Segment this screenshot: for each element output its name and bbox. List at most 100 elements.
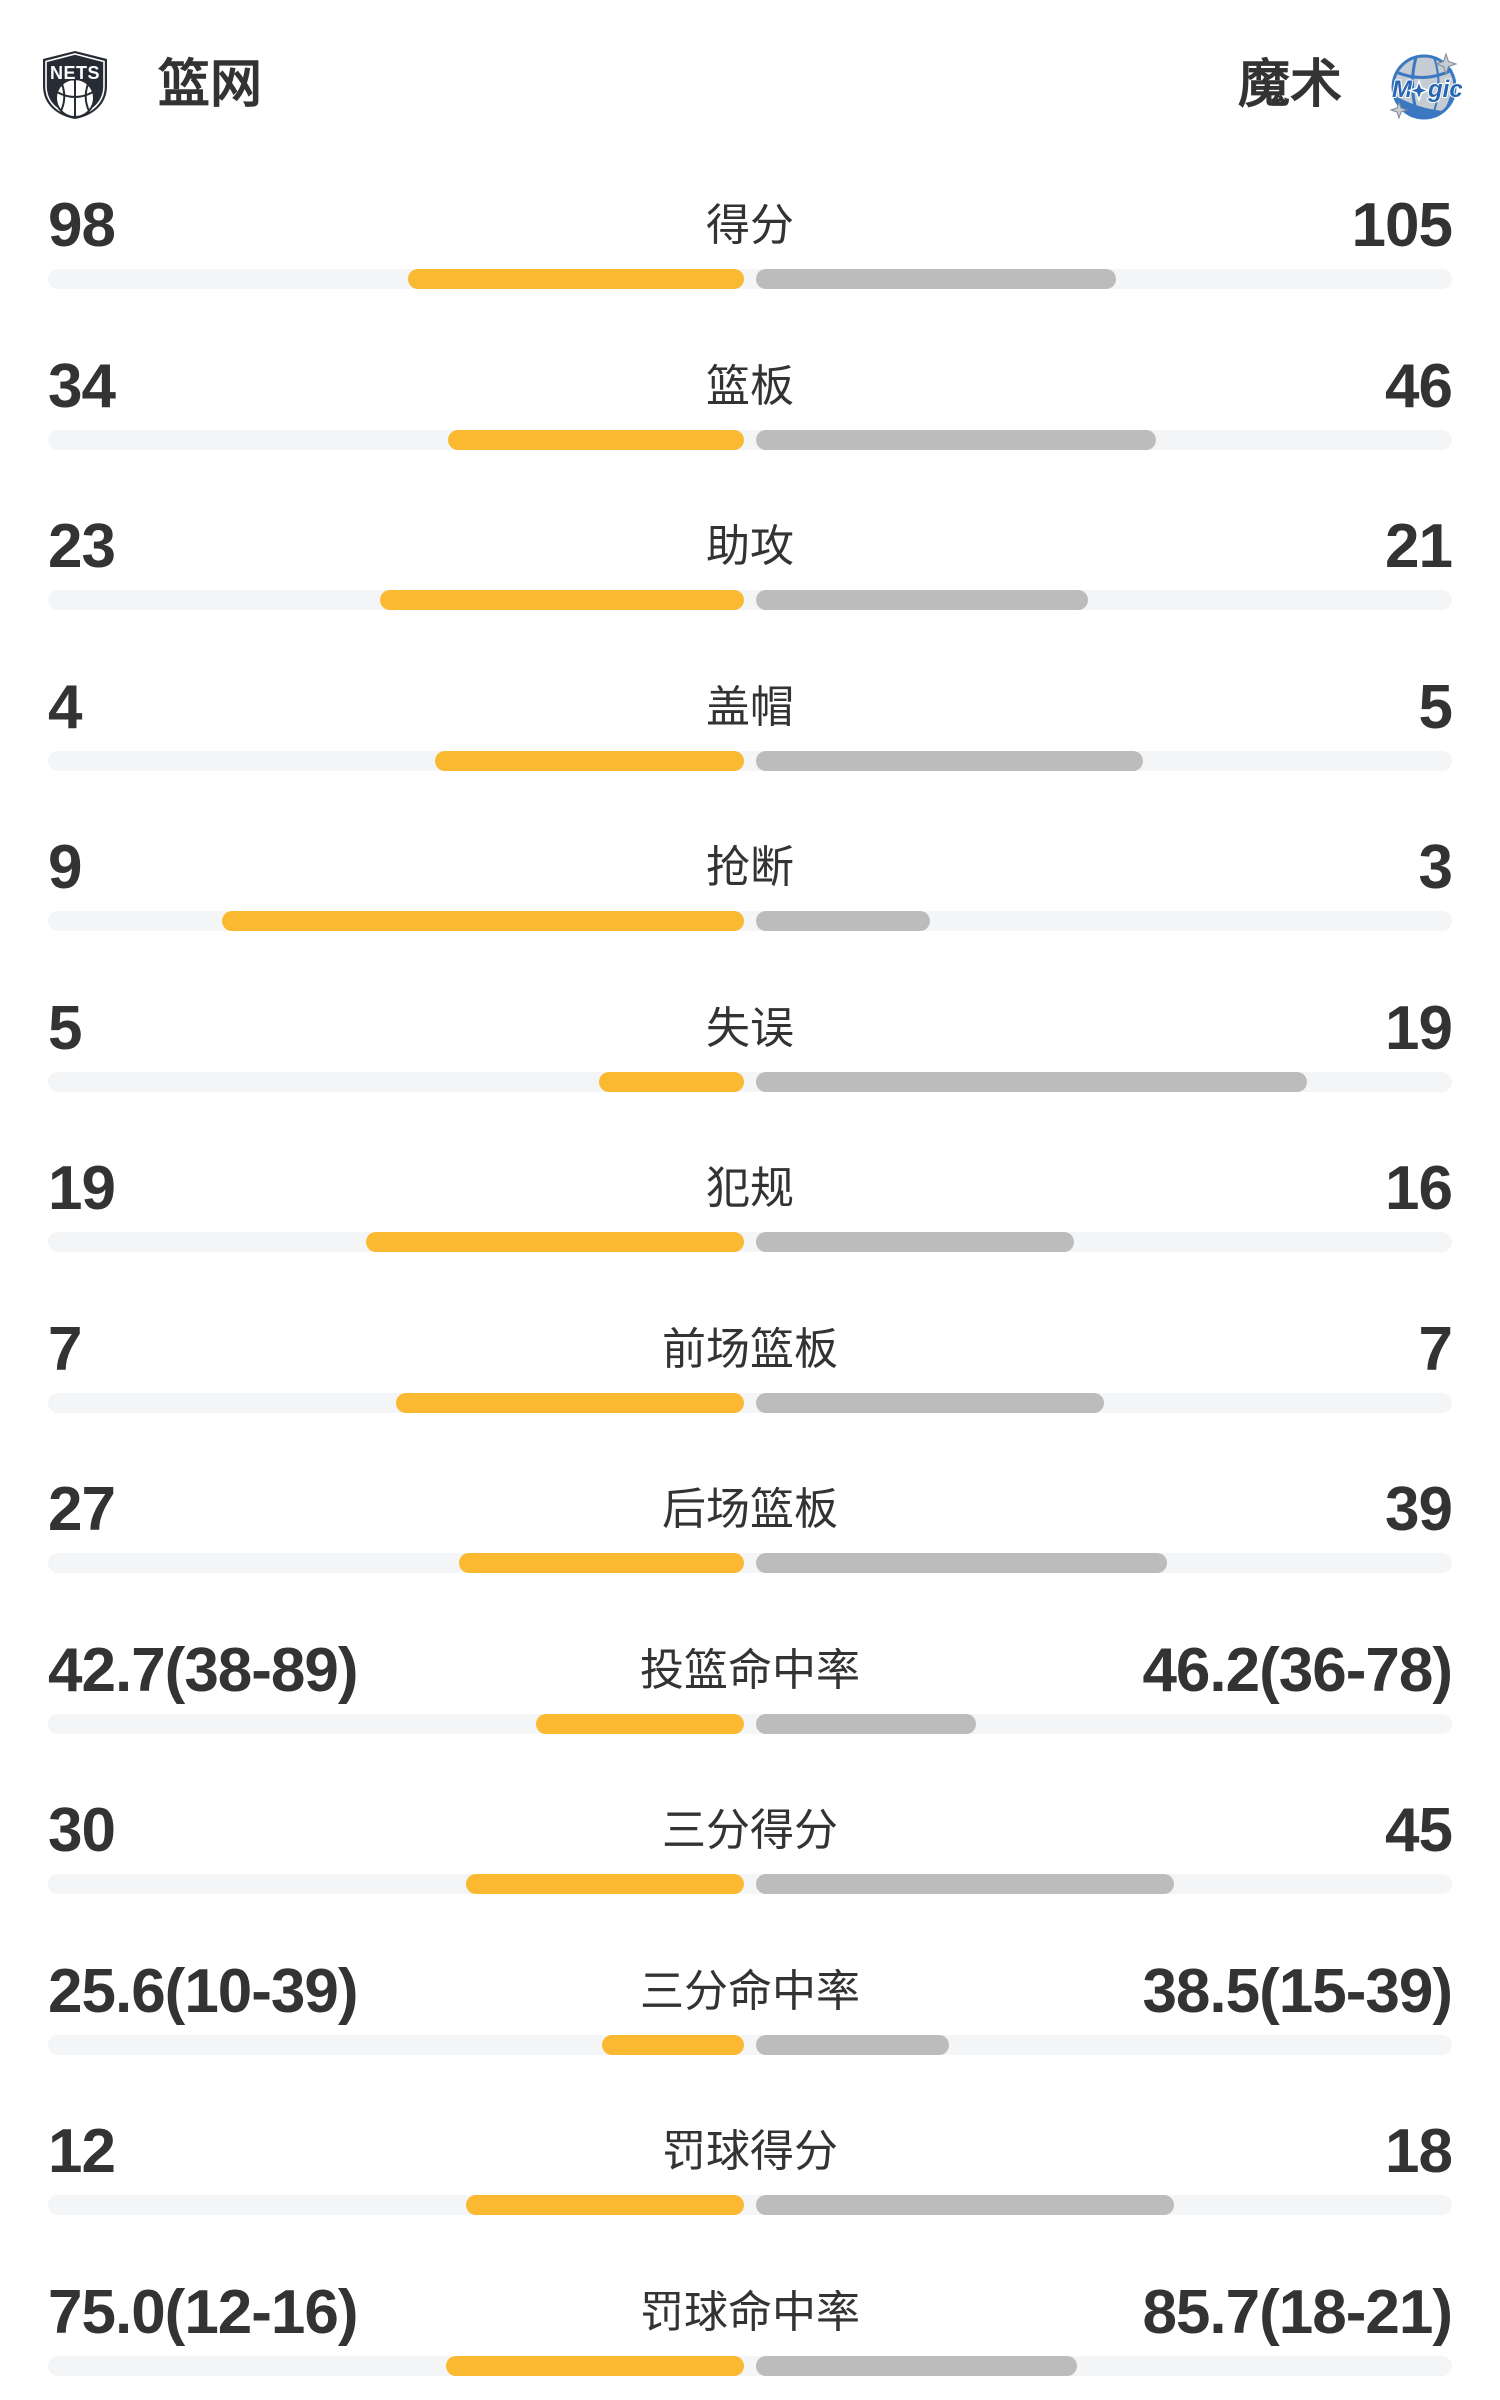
stat-row: 42.7(38-89) 投篮命中率 46.2(36-78) xyxy=(48,1585,1453,1746)
left-team-stat-value: 5 xyxy=(48,993,82,1063)
stat-label: 罚球得分 xyxy=(662,2127,838,2176)
stat-bar-track xyxy=(48,1874,1452,1894)
left-team-bar xyxy=(408,269,744,289)
stat-row: 34 篮板 46 xyxy=(48,301,1453,462)
stat-row: 7 前场篮板 7 xyxy=(48,1264,1453,1425)
team-stats-comparison: 98 得分 105 34 篮板 46 23 助攻 21 xyxy=(0,140,1500,2387)
stat-label: 投篮命中率 xyxy=(640,1645,860,1695)
left-team-bar xyxy=(536,1713,744,1734)
stat-label: 前场篮板 xyxy=(662,1324,838,1374)
right-team-stat-value: 46 xyxy=(1385,351,1453,421)
left-team-name: 篮网 xyxy=(158,56,263,114)
left-team-header[interactable]: NETS 篮网 xyxy=(38,48,262,122)
left-team-bar xyxy=(222,911,744,931)
stat-bar-track xyxy=(48,2034,1452,2055)
right-team-bar xyxy=(756,1553,1167,1573)
stat-row: 23 助攻 21 xyxy=(48,461,1453,622)
left-team-bar xyxy=(380,590,744,610)
right-team-stat-value: 16 xyxy=(1385,1154,1453,1223)
stat-row: 5 失误 19 xyxy=(48,943,1453,1104)
stat-row: 25.6(10-39) 三分命中率 38.5(15-39) xyxy=(48,1906,1453,2067)
matchup-header: NETS 篮网 魔术 M gic xyxy=(0,0,1500,140)
stat-bar-track xyxy=(48,750,1452,771)
left-team-bar xyxy=(466,2195,744,2215)
stat-label: 得分 xyxy=(706,201,794,250)
magic-logo-star-a xyxy=(1407,78,1431,103)
right-team-stat-value: 5 xyxy=(1418,672,1453,742)
stat-label: 罚球命中率 xyxy=(640,2287,860,2337)
stat-label: 三分命中率 xyxy=(640,1966,860,2016)
right-team-stat-value: 7 xyxy=(1418,1314,1453,1384)
left-team-stat-value: 7 xyxy=(48,1314,82,1384)
right-team-bar xyxy=(756,2034,949,2055)
right-team-bar xyxy=(756,750,1143,771)
stat-row: 19 犯规 16 xyxy=(48,1103,1453,1264)
right-team-bar xyxy=(756,2195,1174,2215)
right-team-stat-value: 18 xyxy=(1385,2117,1453,2186)
left-team-bar xyxy=(459,1553,744,1573)
right-team-bar xyxy=(756,2355,1077,2376)
nets-logo-icon: NETS xyxy=(43,51,107,119)
left-team-bar xyxy=(366,1232,744,1252)
right-team-stat-value: 39 xyxy=(1385,1475,1453,1544)
magic-logo-star-top xyxy=(1434,52,1458,76)
left-team-bar xyxy=(396,1392,744,1413)
left-team-bar xyxy=(448,429,744,450)
right-team-bar xyxy=(756,1713,976,1734)
right-team-bar xyxy=(756,911,930,931)
left-team-stat-value: 75.0(12-16) xyxy=(48,2277,359,2347)
stat-bar-track xyxy=(48,2195,1452,2215)
right-team-bar xyxy=(756,1071,1307,1092)
stat-label: 盖帽 xyxy=(706,682,794,732)
right-team-name: 魔术 xyxy=(1237,56,1342,114)
stat-bar-track xyxy=(48,429,1452,450)
left-team-stat-value: 30 xyxy=(48,1796,116,1865)
left-team-bar xyxy=(446,2355,744,2376)
left-team-bar xyxy=(466,1874,744,1894)
left-team-bar xyxy=(435,750,744,771)
stat-bar-track xyxy=(48,1071,1452,1092)
stat-row: 27 后场篮板 39 xyxy=(48,1424,1453,1585)
stat-row: 30 三分得分 45 xyxy=(48,1745,1453,1906)
right-team-stat-value: 105 xyxy=(1351,191,1453,260)
stat-row: 9 抢断 3 xyxy=(48,782,1453,943)
right-team-bar xyxy=(756,590,1088,610)
stat-bar-track xyxy=(48,911,1452,931)
stat-bar-track xyxy=(48,1553,1452,1573)
right-team-stat-value: 46.2(36-78) xyxy=(1142,1635,1453,1705)
stat-bar-track xyxy=(48,1232,1452,1252)
stat-label: 三分得分 xyxy=(662,1806,838,1855)
left-team-stat-value: 4 xyxy=(48,672,82,742)
stat-label: 抢断 xyxy=(706,843,794,892)
left-team-bar xyxy=(599,1071,744,1092)
left-team-stat-value: 27 xyxy=(48,1475,116,1544)
magic-logo-text-gic: gic xyxy=(1427,76,1462,103)
left-team-stat-value: 23 xyxy=(48,512,116,581)
left-team-stat-value: 42.7(38-89) xyxy=(48,1635,359,1705)
right-team-bar xyxy=(756,269,1116,289)
right-team-stat-value: 45 xyxy=(1385,1796,1453,1865)
magic-logo-text-m: M xyxy=(1392,76,1413,103)
stat-row: 12 罚球得分 18 xyxy=(48,2066,1453,2227)
left-team-stat-value: 12 xyxy=(48,2117,116,2186)
left-team-stat-value: 19 xyxy=(48,1154,116,1223)
stat-bar-track xyxy=(48,1392,1452,1413)
stat-bar-track xyxy=(48,1713,1452,1734)
stat-row: 75.0(12-16) 罚球命中率 85.7(18-21) xyxy=(48,2227,1453,2388)
stat-label: 篮板 xyxy=(706,361,794,411)
left-team-stat-value: 9 xyxy=(48,833,82,902)
stat-label: 助攻 xyxy=(706,522,794,571)
left-team-bar xyxy=(602,2034,744,2055)
left-team-stat-value: 34 xyxy=(48,351,116,421)
stat-bar-track xyxy=(48,590,1452,610)
stat-row: 4 盖帽 5 xyxy=(48,622,1453,783)
left-team-stat-value: 98 xyxy=(48,191,116,260)
right-team-stat-value: 19 xyxy=(1385,993,1453,1063)
stat-label: 失误 xyxy=(706,1003,794,1053)
right-team-bar xyxy=(756,429,1156,450)
right-team-stat-value: 3 xyxy=(1418,833,1453,902)
right-team-bar xyxy=(756,1874,1174,1894)
right-team-header[interactable]: 魔术 M gic xyxy=(1238,48,1462,122)
stat-bar-track xyxy=(48,2355,1452,2376)
right-team-bar xyxy=(756,1232,1074,1252)
